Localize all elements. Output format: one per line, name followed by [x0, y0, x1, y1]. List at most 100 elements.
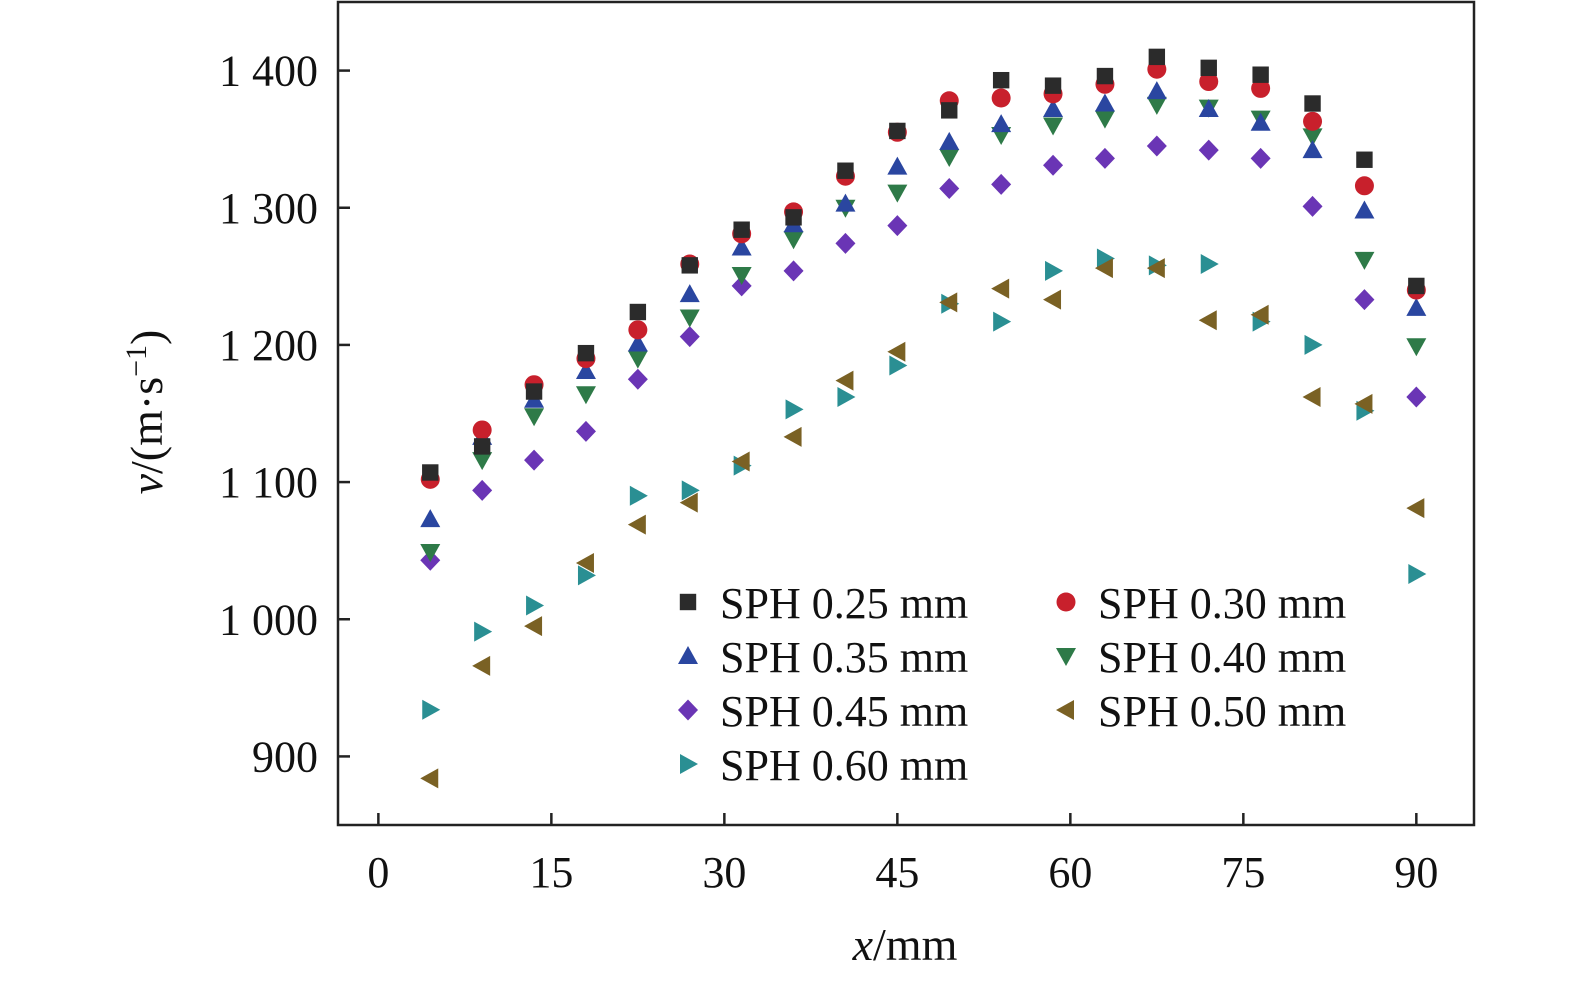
- data-point: [1303, 111, 1323, 131]
- data-point: [1200, 59, 1217, 77]
- data-point: [991, 114, 1012, 133]
- data-point: [1045, 260, 1064, 281]
- data-point: [1094, 258, 1113, 279]
- data-point: [991, 278, 1010, 299]
- data-point: [524, 449, 545, 471]
- legend-marker: [678, 646, 698, 664]
- legend-item: SPH 0.45 mm: [678, 687, 968, 736]
- legend-label: SPH 0.60 mm: [720, 741, 968, 790]
- data-point: [1406, 498, 1425, 519]
- legend-item: SPH 0.35 mm: [678, 633, 968, 682]
- legend-item: SPH 0.30 mm: [1056, 579, 1346, 628]
- data-point: [473, 438, 491, 455]
- data-point: [835, 232, 856, 254]
- data-points: [420, 48, 1427, 789]
- data-point: [887, 156, 908, 175]
- x-tick-label: 75: [1221, 848, 1265, 897]
- data-point: [1043, 117, 1064, 136]
- data-point: [889, 122, 906, 140]
- data-point: [1094, 110, 1115, 129]
- data-point: [1250, 304, 1269, 325]
- data-point: [577, 565, 596, 586]
- data-point: [472, 452, 493, 471]
- x-tick-label: 15: [529, 848, 573, 897]
- legend-marker: [680, 754, 698, 774]
- data-point: [835, 193, 856, 212]
- data-point: [1094, 147, 1115, 169]
- series-sph-0-35-mm: [420, 81, 1427, 528]
- data-point: [1146, 81, 1167, 100]
- data-point: [993, 311, 1012, 332]
- data-point: [1043, 154, 1064, 176]
- legend-item: SPH 0.60 mm: [680, 741, 968, 790]
- data-point: [1043, 98, 1064, 117]
- legend-label: SPH 0.40 mm: [1098, 633, 1346, 682]
- data-point: [1251, 78, 1271, 98]
- data-point: [422, 699, 441, 720]
- data-point: [731, 266, 752, 285]
- data-point: [679, 326, 700, 348]
- data-point: [785, 399, 804, 420]
- data-point: [575, 360, 596, 379]
- y-tick-label: 900: [252, 732, 318, 781]
- legend-label: SPH 0.35 mm: [720, 633, 968, 682]
- y-tick-label: 1 000: [219, 595, 318, 644]
- data-point: [472, 420, 492, 440]
- data-point: [575, 386, 596, 405]
- data-point: [1096, 67, 1114, 85]
- data-point: [526, 595, 545, 616]
- data-point: [575, 553, 594, 574]
- data-point: [1094, 93, 1115, 112]
- y-tick-label: 1 100: [219, 458, 318, 507]
- data-point: [939, 292, 958, 313]
- data-point: [628, 320, 648, 340]
- data-point: [422, 464, 439, 481]
- data-point: [1146, 96, 1167, 115]
- x-axis-title: x/mm: [852, 919, 958, 970]
- data-point: [1302, 140, 1323, 159]
- x-tick-label: 45: [875, 848, 919, 897]
- legend-label: SPH 0.45 mm: [720, 687, 968, 736]
- data-point: [1304, 334, 1323, 355]
- data-point: [837, 162, 854, 179]
- data-point: [941, 102, 958, 119]
- data-point: [679, 284, 700, 303]
- data-point: [1406, 297, 1427, 316]
- legend-label: SPH 0.50 mm: [1098, 687, 1346, 736]
- data-point: [1354, 393, 1373, 414]
- data-point: [629, 303, 647, 321]
- plot-frame: [336, 0, 1476, 827]
- y-tick-label: 1 200: [219, 321, 318, 370]
- data-point: [474, 621, 493, 642]
- data-point: [783, 260, 804, 282]
- data-point: [1406, 386, 1427, 408]
- data-point: [785, 209, 802, 226]
- data-point: [627, 368, 648, 390]
- data-point: [420, 509, 441, 528]
- series-sph-0-50-mm: [420, 258, 1425, 789]
- legend-marker: [1056, 592, 1076, 612]
- data-point: [783, 426, 802, 447]
- x-tick-label: 30: [702, 848, 746, 897]
- data-point: [991, 88, 1011, 108]
- data-point: [1096, 248, 1115, 269]
- data-point: [837, 387, 856, 408]
- data-point: [420, 768, 439, 789]
- data-point: [1250, 112, 1271, 131]
- data-point: [992, 71, 1010, 89]
- legend: SPH 0.25 mm SPH 0.30 mm SPH 0.35 mm SPH 0.4…: [678, 579, 1346, 790]
- data-point: [1406, 338, 1427, 357]
- series-sph-0-40-mm: [420, 96, 1427, 563]
- legend-item: SPH 0.50 mm: [1056, 687, 1346, 736]
- y-tick-label: 1 300: [219, 184, 318, 233]
- data-point: [420, 544, 441, 563]
- series-sph-0-25-mm: [422, 48, 1425, 481]
- data-point: [887, 184, 908, 203]
- data-point: [1354, 200, 1375, 219]
- series-sph-0-30-mm: [420, 59, 1426, 489]
- data-point: [525, 383, 543, 400]
- data-point: [1356, 151, 1373, 168]
- data-point: [991, 173, 1012, 195]
